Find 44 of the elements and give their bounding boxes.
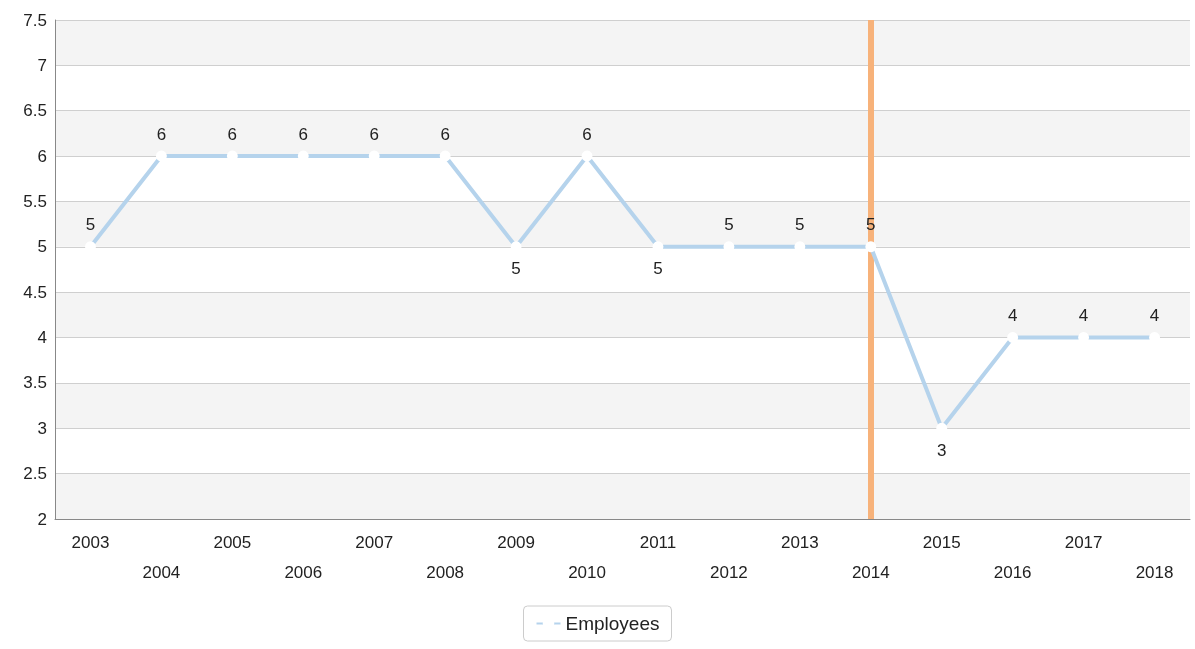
x-tick-label: 2011 xyxy=(639,532,677,552)
data-label: 4 xyxy=(1007,306,1018,326)
y-tick-label: 7 xyxy=(37,55,47,75)
x-tick-label: 2007 xyxy=(355,532,394,552)
data-label: 5 xyxy=(511,259,521,279)
data-label: 5 xyxy=(85,215,96,235)
x-tick-label: 2012 xyxy=(709,562,748,582)
data-label: 3 xyxy=(936,440,947,460)
x-tick-label: 2018 xyxy=(1135,562,1174,582)
x-tick-label: 2004 xyxy=(142,562,181,582)
data-label: 6 xyxy=(298,124,309,144)
y-tick-label: 4.5 xyxy=(23,282,47,302)
x-tick-label: 2014 xyxy=(851,562,890,582)
data-label: 6 xyxy=(582,124,592,144)
y-tick-label: 4 xyxy=(37,328,47,348)
x-tick-label: 2005 xyxy=(213,532,252,552)
data-label: 5 xyxy=(653,259,663,279)
data-label: 6 xyxy=(440,124,450,144)
x-tick-label: 2017 xyxy=(1064,532,1103,552)
x-tick-label: 2013 xyxy=(780,532,819,552)
y-tick-label: 5.5 xyxy=(23,191,47,211)
y-tick-label: 3 xyxy=(37,418,47,438)
x-tick-label: 2016 xyxy=(993,562,1032,582)
y-tick-label: 2.5 xyxy=(23,464,47,484)
x-tick-label: 2009 xyxy=(497,532,536,552)
x-tick-label: 2010 xyxy=(568,562,606,582)
x-tick-label: 2003 xyxy=(71,532,110,552)
data-label: 4 xyxy=(1078,306,1089,326)
y-tick-label: 7.5 xyxy=(23,10,47,30)
data-label: 6 xyxy=(156,124,167,144)
x-tick-label: 2015 xyxy=(922,532,961,552)
data-label: 6 xyxy=(227,124,238,144)
legend-label: Employees xyxy=(565,613,660,634)
x-tick-label: 2006 xyxy=(284,562,323,582)
y-tick-label: 5 xyxy=(37,237,47,257)
y-tick-label: 6.5 xyxy=(23,101,47,121)
data-label: 5 xyxy=(795,215,805,235)
y-tick-label: 3.5 xyxy=(23,373,47,393)
data-label: 4 xyxy=(1149,306,1160,326)
x-tick-label: 2008 xyxy=(426,562,465,582)
data-label: 6 xyxy=(369,124,379,144)
y-tick-label: 6 xyxy=(37,146,47,166)
data-label: 5 xyxy=(724,215,734,235)
y-tick-label: 2 xyxy=(37,509,47,529)
